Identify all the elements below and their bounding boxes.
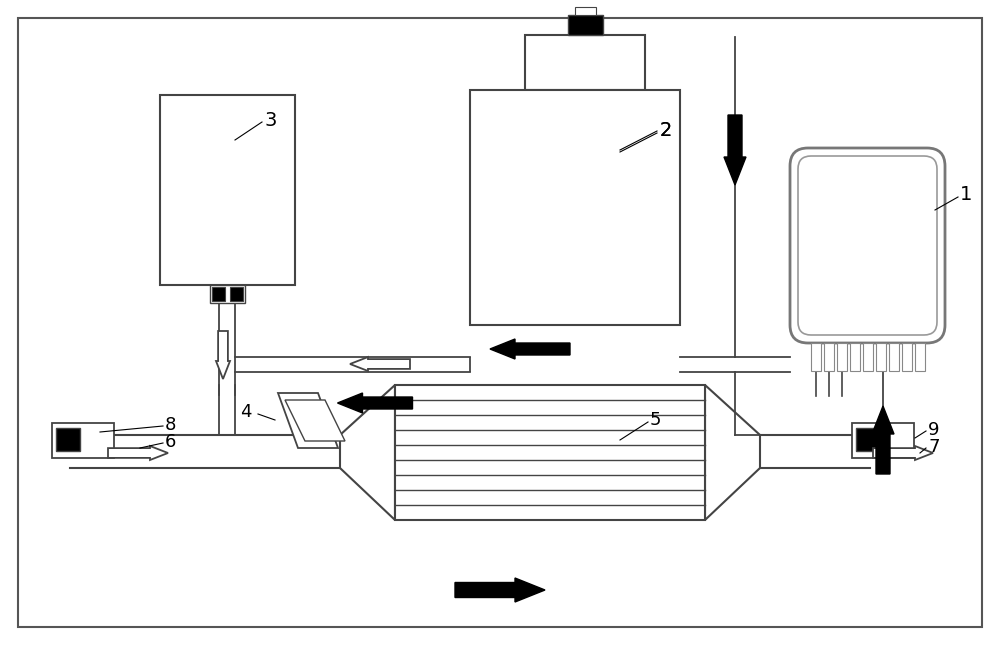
FancyBboxPatch shape — [790, 148, 945, 343]
Text: 7: 7 — [928, 438, 940, 456]
Bar — [836, 343, 846, 371]
Polygon shape — [490, 339, 570, 359]
Polygon shape — [705, 385, 760, 520]
Polygon shape — [350, 357, 410, 371]
Text: 4: 4 — [240, 403, 252, 421]
Bar — [52, 423, 114, 458]
Bar — [810, 343, 820, 371]
Polygon shape — [455, 578, 545, 602]
Polygon shape — [873, 446, 933, 460]
Bar — [850, 343, 860, 371]
Bar — [56, 428, 80, 451]
Bar — [470, 90, 680, 325]
Polygon shape — [340, 385, 395, 520]
Polygon shape — [872, 406, 894, 474]
Bar — [856, 428, 880, 451]
Polygon shape — [278, 393, 338, 448]
Bar — [395, 385, 705, 520]
Bar — [824, 343, 834, 371]
Text: 3: 3 — [265, 110, 277, 130]
Polygon shape — [216, 331, 230, 379]
Bar — [230, 287, 243, 301]
FancyBboxPatch shape — [798, 156, 937, 335]
Bar — [902, 343, 912, 371]
Bar — [889, 343, 898, 371]
Bar — [574, 7, 596, 15]
Bar — [862, 343, 872, 371]
Text: 5: 5 — [650, 411, 662, 429]
Bar — [914, 343, 924, 371]
Text: 1: 1 — [960, 186, 972, 204]
Text: 2: 2 — [660, 121, 672, 139]
Polygon shape — [338, 393, 413, 413]
Text: 8: 8 — [165, 416, 176, 434]
Text: 9: 9 — [928, 421, 940, 439]
Bar — [210, 285, 245, 303]
Text: 6: 6 — [165, 433, 176, 451]
Polygon shape — [108, 446, 168, 460]
Bar — [852, 423, 914, 458]
Bar — [568, 15, 602, 35]
Bar — [876, 343, 886, 371]
Bar — [160, 95, 295, 285]
Bar — [212, 287, 225, 301]
Bar — [525, 35, 645, 90]
Text: 2: 2 — [660, 121, 672, 139]
Polygon shape — [724, 115, 746, 185]
Polygon shape — [285, 400, 345, 441]
